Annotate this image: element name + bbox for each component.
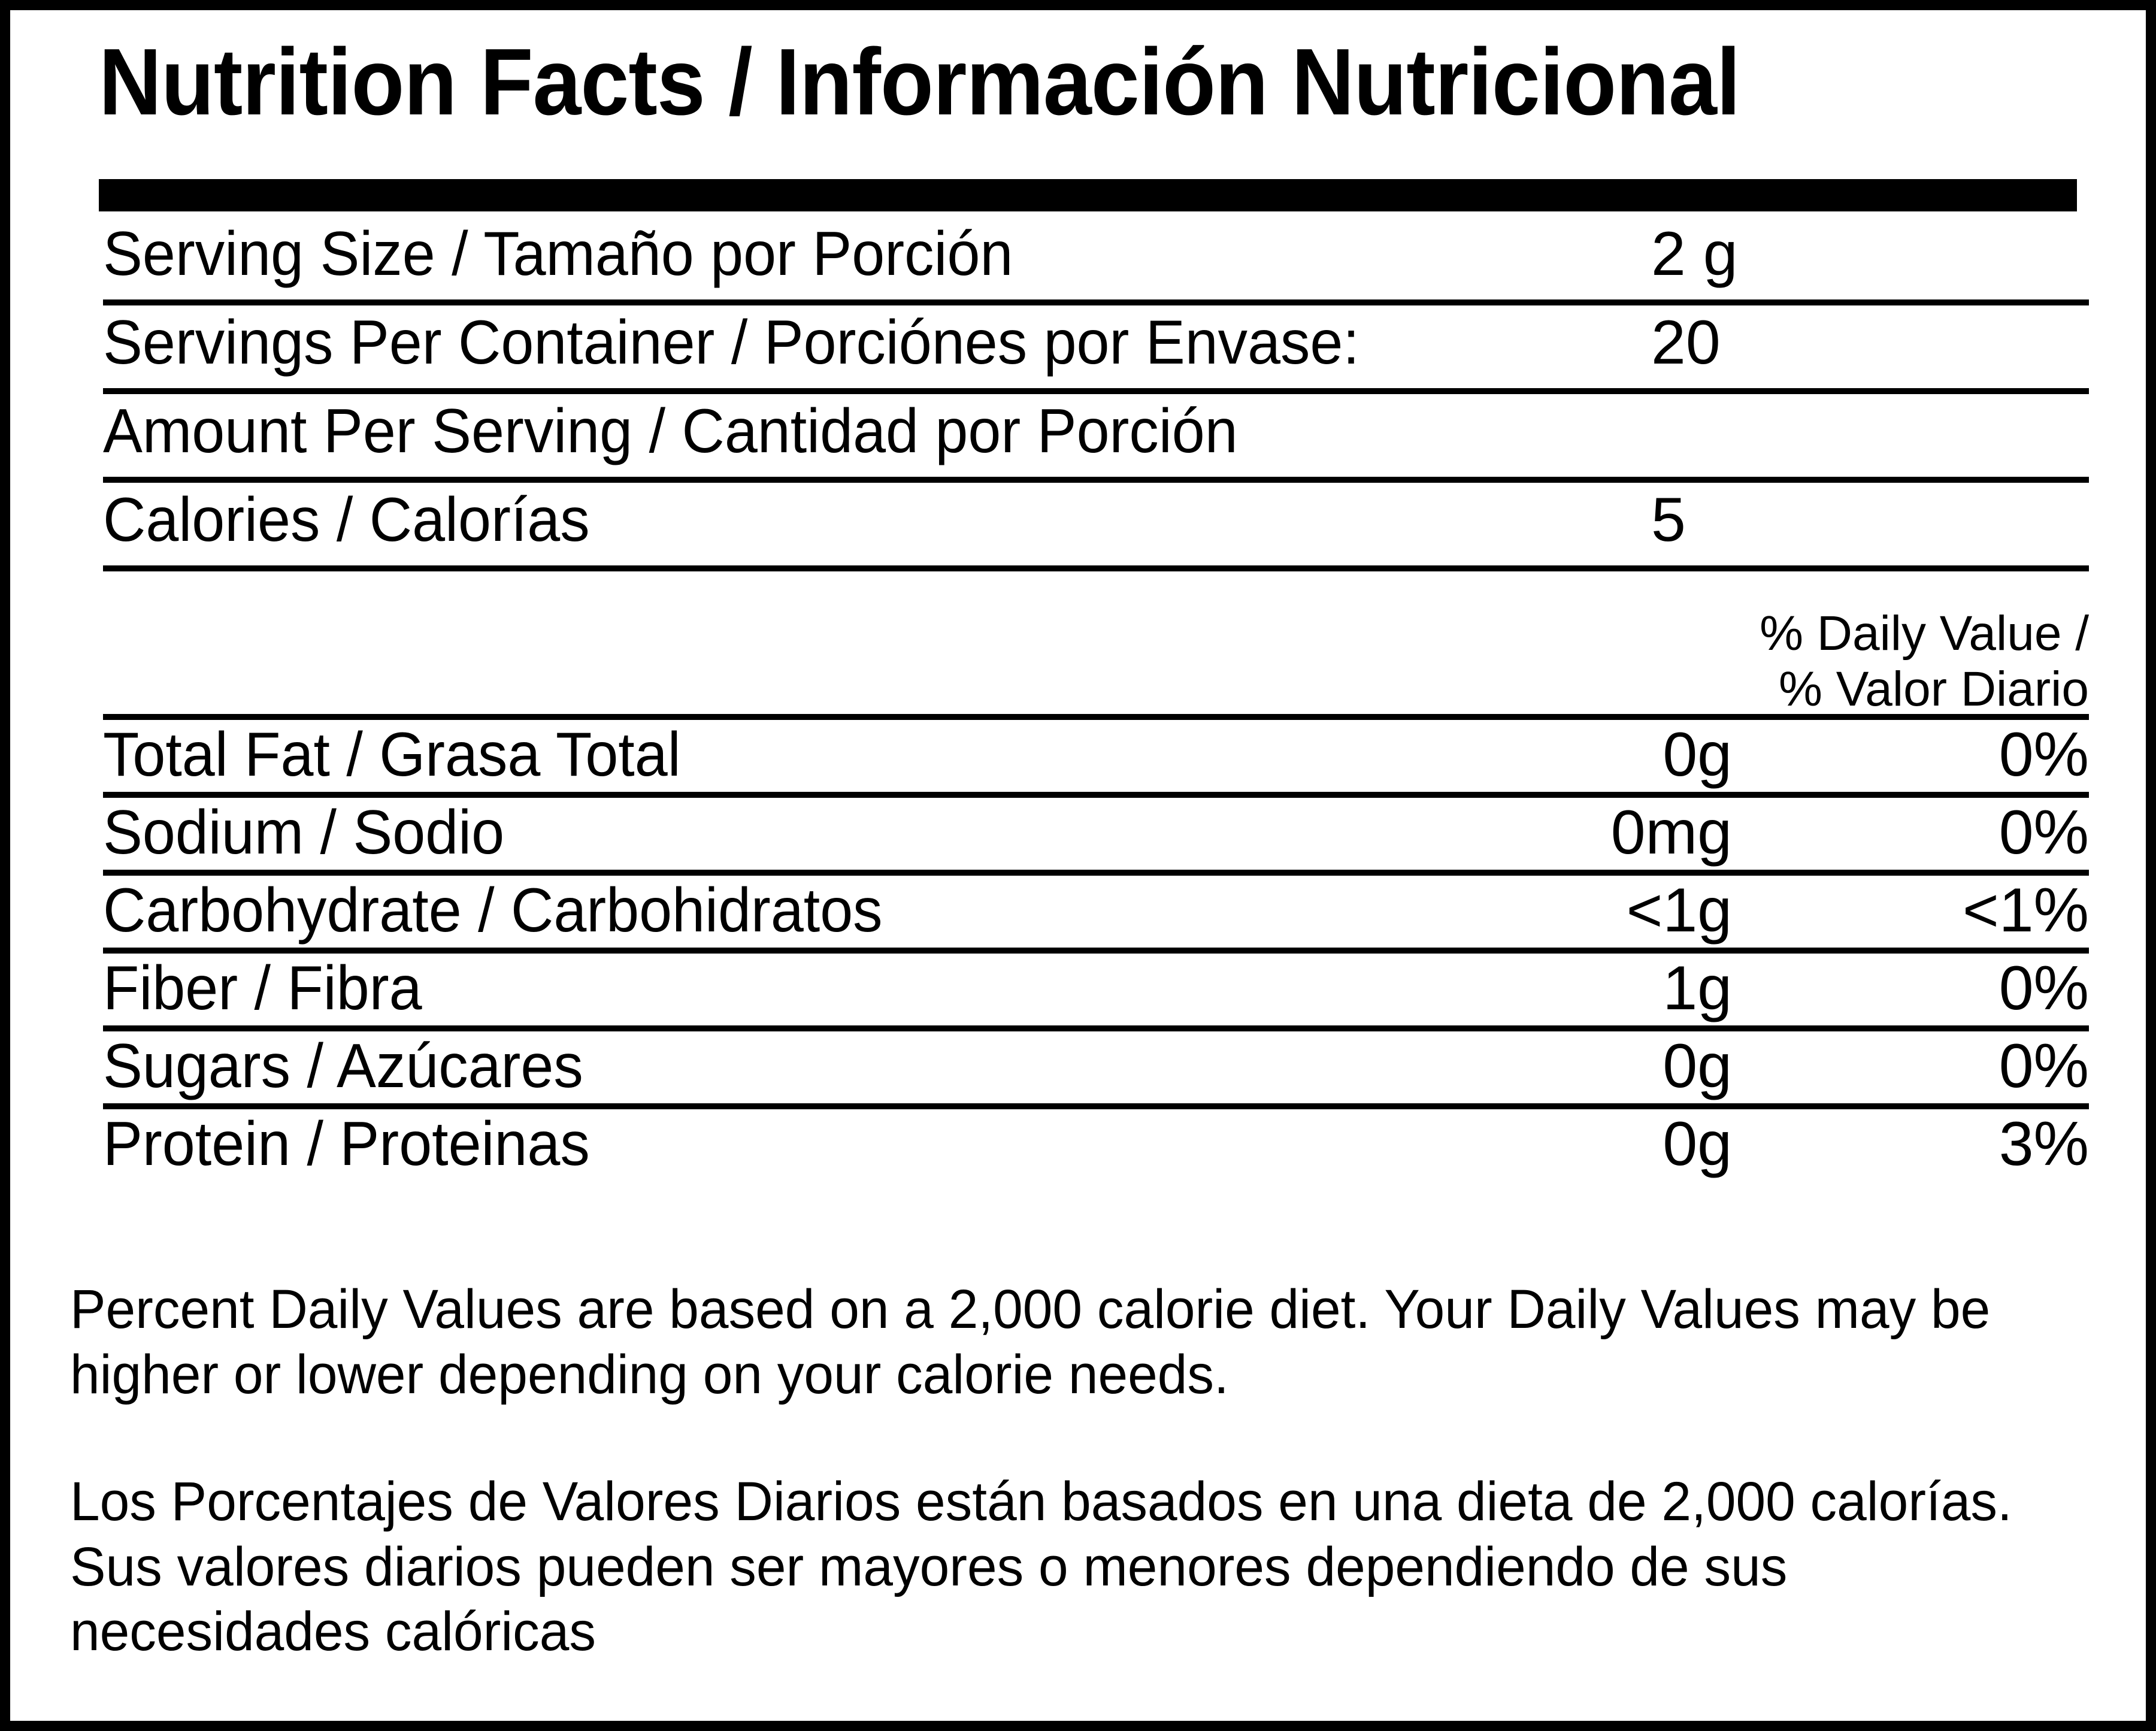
servings-per-container-label: Servings Per Container / Porciónes por E… [103, 308, 1359, 377]
title-heavy-rule [99, 179, 2077, 211]
daily-value-header-text: % Daily Value / % Valor Diario [1760, 606, 2089, 717]
nutrient-amount: 0g [1663, 1031, 1732, 1101]
nutrient-amount: 1g [1663, 954, 1732, 1023]
nutrient-percent: 0% [1998, 798, 2089, 867]
nutrient-table: Total Fat / Grasa Total 0g 0% Sodium / S… [103, 714, 2089, 1181]
nutrient-amount: <1g [1626, 876, 1732, 945]
nutrient-percent: 3% [1998, 1109, 2089, 1179]
table-row: Total Fat / Grasa Total 0g 0% [103, 714, 2089, 792]
footnotes: Percent Daily Values are based on a 2,00… [70, 1277, 2106, 1665]
nutrient-amount: 0mg [1610, 798, 1732, 867]
servings-per-container-row: Servings Per Container / Porciónes por E… [103, 305, 2089, 394]
table-row: Sodium / Sodio 0mg 0% [103, 792, 2089, 870]
serving-info-block: Serving Size / Tamaño por Porción 2 g Se… [103, 217, 2089, 571]
footnote-spanish: Los Porcentajes de Valores Diarios están… [70, 1471, 2012, 1663]
amount-per-serving-row: Amount Per Serving / Cantidad por Porció… [103, 394, 2089, 483]
nutrient-name: Carbohydrate / Carbohidratos [103, 876, 883, 945]
nutrient-percent: 0% [1998, 720, 2089, 789]
nutrient-amount: 0g [1663, 1109, 1732, 1179]
nutrient-name: Sugars / Azúcares [103, 1031, 583, 1101]
nutrient-percent: 0% [1998, 954, 2089, 1023]
daily-value-header: % Daily Value / % Valor Diario [103, 570, 2089, 717]
table-row: Sugars / Azúcares 0g 0% [103, 1025, 2089, 1103]
nutrient-percent: <1% [1962, 876, 2089, 945]
footnote-english: Percent Daily Values are based on a 2,00… [70, 1279, 1991, 1405]
label-inner: Nutrition Facts / Información Nutriciona… [10, 10, 2146, 1721]
daily-value-header-line1: % Daily Value / [1760, 606, 2089, 661]
daily-value-header-line2: % Valor Diario [1779, 661, 2089, 716]
nutrient-name: Protein / Proteinas [103, 1109, 590, 1179]
serving-size-value: 2 g [1651, 219, 1738, 289]
serving-size-row: Serving Size / Tamaño por Porción 2 g [103, 217, 2089, 305]
table-row: Fiber / Fibra 1g 0% [103, 948, 2089, 1025]
nutrient-percent: 0% [1998, 1031, 2089, 1101]
nutrient-amount: 0g [1663, 720, 1732, 789]
serving-size-label: Serving Size / Tamaño por Porción [103, 219, 1013, 289]
nutrient-name: Total Fat / Grasa Total [103, 720, 681, 789]
amount-per-serving-label: Amount Per Serving / Cantidad por Porció… [103, 397, 1238, 466]
table-row: Protein / Proteinas 0g 3% [103, 1103, 2089, 1181]
nutrient-name: Fiber / Fibra [103, 954, 422, 1023]
nutrient-name: Sodium / Sodio [103, 798, 505, 867]
calories-value: 5 [1651, 485, 1686, 555]
calories-label: Calories / Calorías [103, 485, 590, 555]
page-title: Nutrition Facts / Información Nutriciona… [99, 29, 1740, 135]
table-row: Carbohydrate / Carbohidratos <1g <1% [103, 870, 2089, 948]
calories-row: Calories / Calorías 5 [103, 483, 2089, 571]
servings-per-container-value: 20 [1651, 308, 1721, 377]
